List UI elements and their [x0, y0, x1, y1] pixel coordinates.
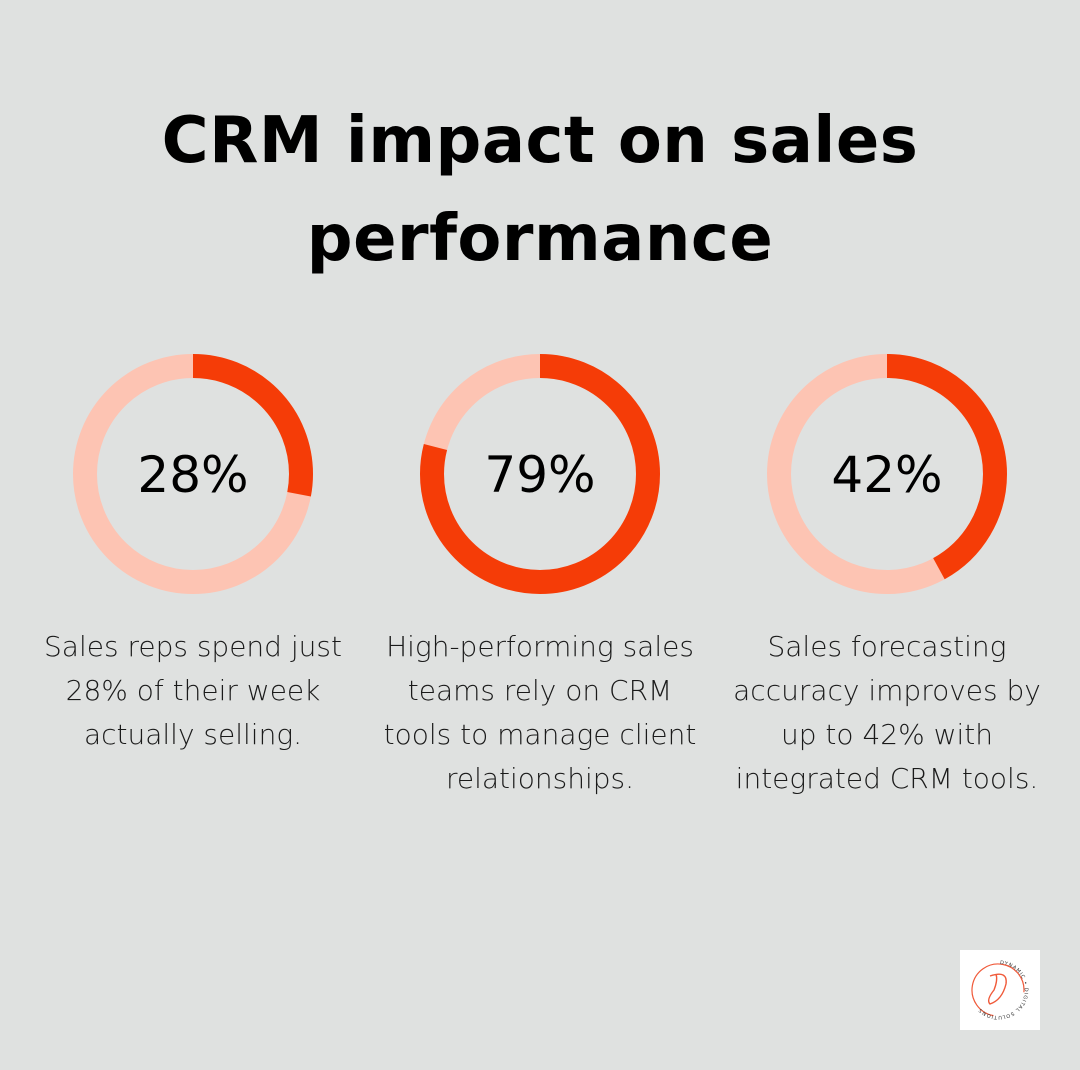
svg-text:DYNAMIC • DIGITAL SOLUTIONS: DYNAMIC • DIGITAL SOLUTIONS [977, 960, 1029, 1020]
donut-chart: 28% [73, 354, 313, 594]
percent-label: 79% [484, 446, 595, 504]
percent-label: 28% [137, 446, 248, 504]
donut-chart: 79% [420, 354, 660, 594]
stat-card: 28% [43, 352, 343, 596]
percent-label: 42% [831, 446, 942, 504]
stat-description: High-performing sales teams rely on CRM … [383, 630, 697, 795]
stat-description: Sales forecasting accuracy improves by u… [733, 630, 1041, 795]
stat-card: 42% [737, 352, 1037, 596]
page-title: CRM impact on sales performance [161, 104, 919, 276]
donut-value-arc [420, 354, 660, 594]
dynamic-digital-solutions-logo: DYNAMIC • DIGITAL SOLUTIONS [960, 950, 1040, 1030]
donut-chart: 42% [767, 354, 1007, 594]
donut-value-arc [767, 354, 1007, 594]
stat-card: 79% [390, 352, 690, 596]
stat-description: Sales reps spend just 28% of their week … [44, 630, 342, 751]
donut-value-arc [73, 354, 313, 594]
